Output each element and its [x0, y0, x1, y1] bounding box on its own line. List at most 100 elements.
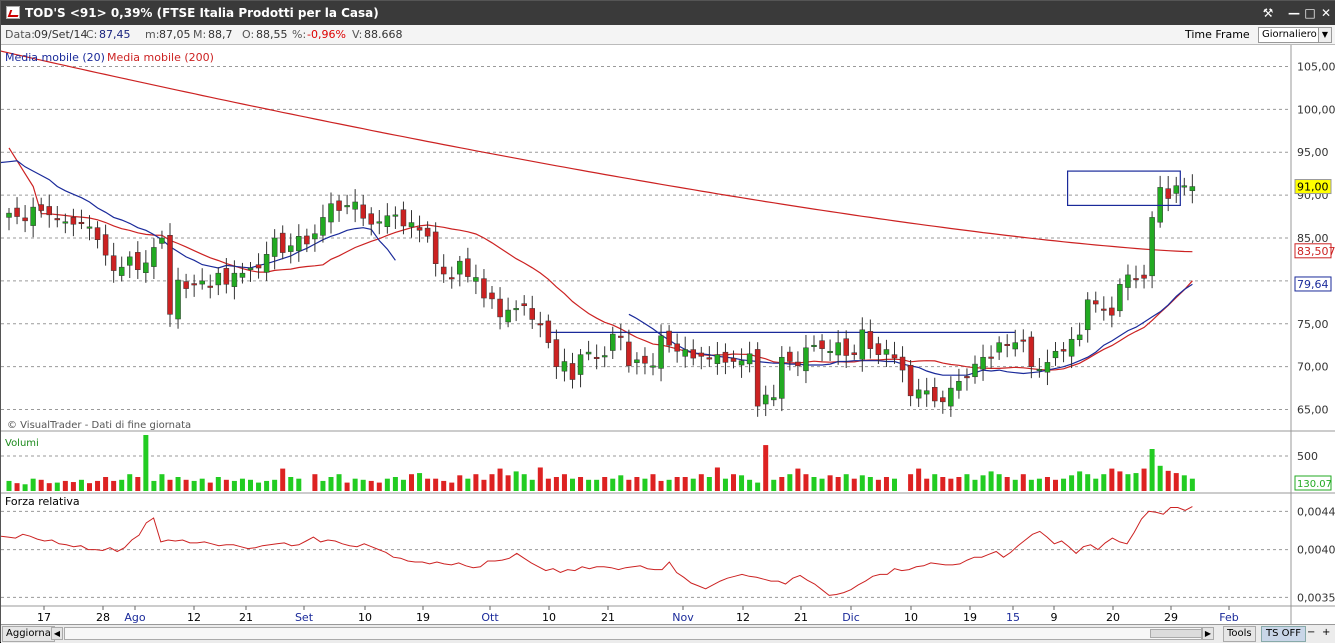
volume-bar [360, 479, 366, 491]
price-tick-label: 85,00 [1297, 232, 1329, 245]
close-button[interactable]: ✕ [1320, 6, 1332, 20]
candle-body [1036, 368, 1043, 371]
volume-bar [795, 468, 801, 491]
volume-bar [328, 477, 334, 491]
legend-ma20: Media mobile (20) [5, 51, 105, 64]
tools-icon[interactable]: ⚒ [1262, 6, 1274, 20]
x-tick-label: 15 [1006, 611, 1020, 624]
candle-body [1109, 307, 1115, 316]
minimize-button[interactable]: — [1288, 6, 1300, 20]
candle-body [296, 236, 302, 252]
candle-body [819, 340, 825, 349]
volume-bar [1012, 479, 1018, 491]
volume-bar [103, 477, 109, 491]
candles [6, 174, 1196, 417]
candle-body [481, 278, 487, 299]
candle-body [738, 360, 745, 366]
candle-body [513, 308, 519, 311]
volume-last-label: 130.07 [1297, 479, 1332, 490]
candle-body [521, 303, 527, 307]
candle-body [883, 349, 890, 355]
scroll-right-icon[interactable]: ▶ [1202, 627, 1214, 640]
volume-bar [1101, 474, 1107, 491]
volume-bar [433, 478, 439, 491]
candle-body [392, 214, 399, 217]
candle-body [1149, 217, 1155, 277]
chart-svg[interactable]: 65,0070,0075,0080,0085,0090,0095,00100,0… [0, 45, 1335, 625]
volume-bar [70, 482, 76, 491]
candle-body [1101, 308, 1107, 311]
candle-body [811, 344, 817, 347]
volume-bar [892, 478, 897, 491]
candle-body [255, 264, 262, 269]
candle-body [1052, 350, 1059, 359]
candle-body [102, 234, 109, 256]
volume-bar [787, 474, 793, 491]
candle-body [400, 209, 407, 227]
percent-label: %: [292, 28, 307, 41]
candle-body [263, 254, 270, 273]
candle-body [143, 262, 149, 274]
candle-body [288, 245, 294, 252]
volume-bar [231, 480, 237, 491]
candle-body [344, 205, 350, 208]
candle-body [473, 277, 479, 282]
volume-bar [916, 468, 922, 491]
volume-bar [1028, 479, 1034, 491]
scroll-thumb[interactable] [1150, 629, 1202, 638]
candle-body [1141, 274, 1147, 279]
open-label: O: [242, 28, 255, 41]
ts-off-button[interactable]: TS OFF [1261, 626, 1307, 642]
timeframe-select[interactable]: Giornaliero ▼ [1258, 27, 1332, 43]
timeframe-label: Time Frame [1185, 28, 1250, 41]
candle-body [899, 356, 906, 371]
x-tick-label: 12 [187, 611, 201, 624]
x-tick-label: 17 [37, 611, 51, 624]
candle-body [674, 343, 680, 352]
x-tick-label: 10 [542, 611, 556, 624]
volume-bar [1173, 473, 1179, 491]
candle-body [923, 390, 930, 395]
timeline-scrollbar[interactable] [64, 627, 1202, 640]
volume-bar [803, 474, 809, 491]
volume-bar [706, 477, 712, 491]
candle-body [151, 247, 157, 267]
low-value: 87,05 [159, 28, 191, 41]
volume-bar [948, 478, 954, 491]
volume-bar [280, 468, 286, 491]
scroll-left-icon[interactable]: ◀ [51, 627, 63, 640]
volume-bar [747, 479, 753, 491]
volume-tag-box [1294, 475, 1332, 491]
price-tag: 83,507 [1297, 245, 1335, 258]
status-bar: Aggiorna ◀ ▶ Tools TS OFF − + [1, 624, 1335, 643]
volume-bar [111, 480, 117, 491]
volume-bar [1157, 465, 1163, 491]
candle-body [915, 389, 922, 399]
candle-body [465, 258, 471, 277]
zoom-out-button[interactable]: − [1307, 627, 1316, 638]
volume-bar [1141, 468, 1147, 491]
volume-bar [1036, 478, 1042, 491]
x-tick-label: Ago [124, 611, 146, 624]
candle-body [94, 227, 101, 240]
volume-bar [924, 478, 930, 491]
tools-button[interactable]: Tools [1223, 626, 1256, 642]
candle-body [247, 267, 254, 270]
candle-body [714, 354, 721, 364]
candle-body [1044, 362, 1051, 373]
zoom-in-button[interactable]: + [1322, 627, 1331, 638]
candle-body [304, 235, 310, 245]
candle-body [561, 361, 568, 372]
chart-area[interactable]: 65,0070,0075,0080,0085,0090,0095,00100,0… [0, 45, 1335, 625]
candle-body [1165, 188, 1171, 199]
candle-body [650, 365, 656, 368]
title-bar[interactable]: TOD'S <91> 0,39% (FTSE Italia Prodotti p… [1, 1, 1335, 25]
low-label: m: [145, 28, 160, 41]
refresh-button[interactable]: Aggiorna [2, 626, 55, 642]
maximize-button[interactable]: □ [1304, 6, 1316, 20]
candle-body [199, 280, 205, 285]
volume-bar [384, 478, 390, 491]
volume-bar [771, 479, 777, 491]
volume-bar [14, 483, 20, 491]
chevron-down-icon[interactable]: ▼ [1318, 28, 1331, 42]
